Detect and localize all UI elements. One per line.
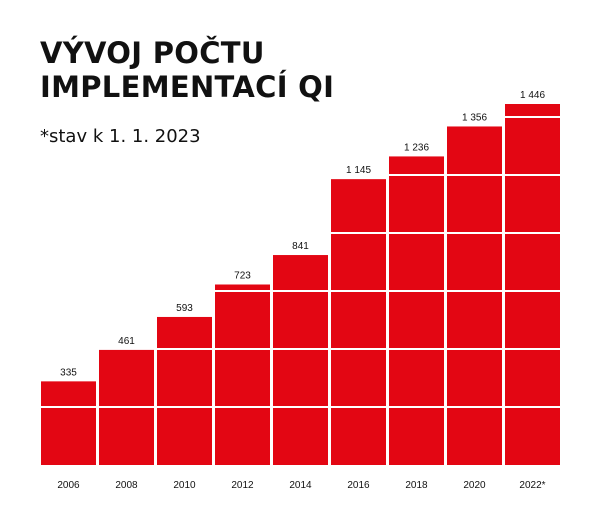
bar	[505, 104, 560, 465]
x-tick-label: 2012	[231, 480, 254, 491]
x-tick-label: 2018	[405, 480, 428, 491]
bar-separator	[273, 348, 328, 350]
bar-separator	[389, 406, 444, 408]
bar-value-label: 1 356	[462, 112, 487, 123]
bar-separator	[389, 290, 444, 292]
chart-title-line-2: IMPLEMENTACÍ QI	[40, 70, 335, 104]
bar-separator	[505, 290, 560, 292]
bar-value-label: 1 446	[520, 90, 545, 101]
bar-separator	[99, 406, 154, 408]
bar	[41, 381, 96, 465]
bar-group: 1 446 2022*	[505, 90, 560, 491]
bar-group: 335 2006	[41, 367, 96, 491]
bar-group: 593 2010	[157, 303, 212, 491]
x-tick-label: 2020	[463, 480, 486, 491]
bar-separator	[505, 348, 560, 350]
bar-separator	[157, 406, 212, 408]
bar-separator	[215, 290, 270, 292]
bar	[331, 179, 386, 465]
bar-separator	[215, 406, 270, 408]
x-tick-label: 2008	[115, 480, 138, 491]
bar	[273, 255, 328, 465]
bar-separator	[389, 348, 444, 350]
bar-group: 461 2008	[99, 336, 154, 491]
bar-separator	[331, 406, 386, 408]
bar-separator	[505, 174, 560, 176]
bar-separator	[505, 116, 560, 118]
bar-separator	[447, 348, 502, 350]
x-tick-label: 2006	[57, 480, 80, 491]
bar-separator	[331, 232, 386, 234]
bar-group: 1 145 2016	[331, 165, 386, 491]
bar-separator	[273, 406, 328, 408]
bar-separator	[331, 348, 386, 350]
bar-separator	[447, 290, 502, 292]
bar-separator	[389, 174, 444, 176]
bar-separator	[215, 348, 270, 350]
bar-value-label: 461	[118, 336, 135, 347]
bar-value-label: 335	[60, 367, 77, 378]
chart-title-line-1: VÝVOJ POČTU	[40, 36, 265, 70]
x-tick-label: 2016	[347, 480, 370, 491]
bar-separator	[273, 290, 328, 292]
x-tick-label: 2014	[289, 480, 312, 491]
bar-separator	[157, 348, 212, 350]
bar-value-label: 593	[176, 303, 193, 314]
bar-separator	[331, 290, 386, 292]
bar-separator	[447, 406, 502, 408]
bar-group: 1 356 2020	[447, 112, 502, 491]
bar-value-label: 723	[234, 271, 251, 282]
bar-group: 723 2012	[215, 271, 270, 491]
bar-separator	[389, 232, 444, 234]
bar-group: 1 236 2018	[389, 142, 444, 491]
bar-separator	[41, 406, 96, 408]
bar-separator	[505, 406, 560, 408]
x-tick-label: 2010	[173, 480, 196, 491]
bar-value-label: 841	[292, 241, 309, 252]
bar	[157, 316, 212, 465]
bar-value-label: 1 236	[404, 142, 429, 153]
bar-separator	[447, 174, 502, 176]
bar-separator	[505, 232, 560, 234]
chart-subtitle: *stav k 1. 1. 2023	[40, 126, 201, 147]
bar-group: 841 2014	[273, 241, 328, 491]
bar-value-label: 1 145	[346, 165, 371, 176]
bar	[447, 126, 502, 466]
x-tick-label: 2022*	[519, 480, 545, 491]
bar-separator	[447, 232, 502, 234]
chart-title: VÝVOJ POČTU IMPLEMENTACÍ QI	[40, 36, 334, 104]
bar	[389, 156, 444, 466]
bar	[215, 284, 270, 465]
